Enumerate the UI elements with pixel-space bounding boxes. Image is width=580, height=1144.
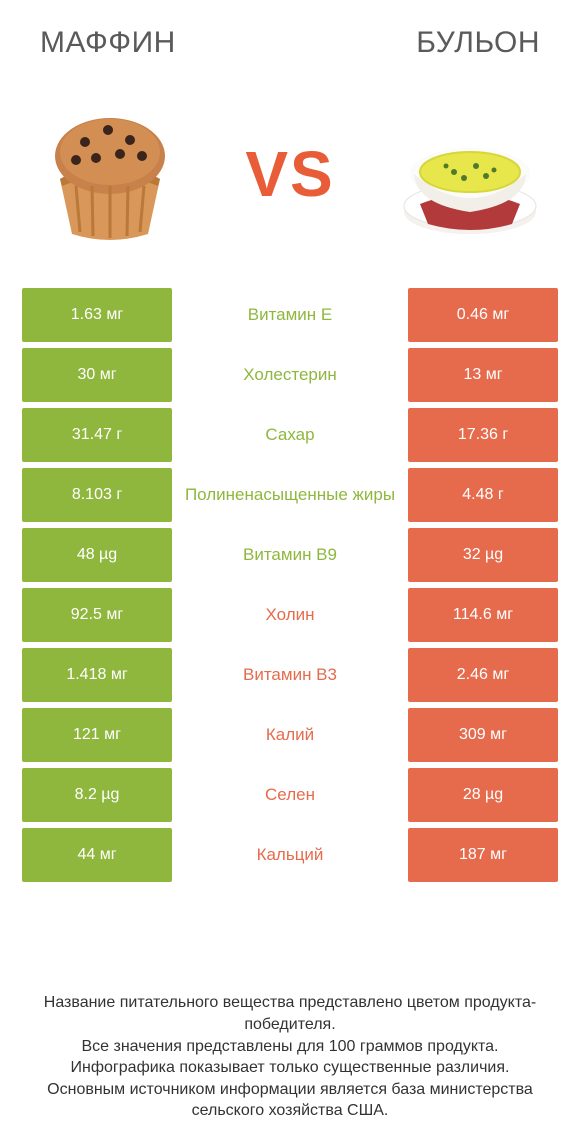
nutrient-label: Витамин B3 [172,648,408,702]
right-value: 114.6 мг [408,588,558,642]
table-row: 92.5 мгХолин114.6 мг [22,588,558,642]
left-value: 8.2 µg [22,768,172,822]
right-value: 4.48 г [408,468,558,522]
nutrient-label: Сахар [172,408,408,462]
nutrient-label: Селен [172,768,408,822]
left-value: 31.47 г [22,408,172,462]
right-value: 17.36 г [408,408,558,462]
page: МАФФИН БУЛЬОН VS [0,0,580,1144]
table-row: 1.63 мгВитамин E0.46 мг [22,288,558,342]
nutrient-label: Калий [172,708,408,762]
vs-label: VS [245,137,334,211]
nutrient-label: Витамин E [172,288,408,342]
titles-row: МАФФИН БУЛЬОН [22,20,558,60]
left-value: 30 мг [22,348,172,402]
table-row: 8.2 µgСелен28 µg [22,768,558,822]
broth-icon [390,94,550,254]
left-value: 1.63 мг [22,288,172,342]
table-row: 121 мгКалий309 мг [22,708,558,762]
table-row: 30 мгХолестерин13 мг [22,348,558,402]
muffin-icon [30,94,190,254]
left-value: 48 µg [22,528,172,582]
table-row: 1.418 мгВитамин B32.46 мг [22,648,558,702]
left-value: 121 мг [22,708,172,762]
right-value: 2.46 мг [408,648,558,702]
right-value: 13 мг [408,348,558,402]
left-value: 44 мг [22,828,172,882]
nutrient-label: Полиненасыщенные жиры [172,468,408,522]
table-row: 31.47 гСахар17.36 г [22,408,558,462]
left-value: 1.418 мг [22,648,172,702]
right-value: 28 µg [408,768,558,822]
nutrient-label: Витамин B9 [172,528,408,582]
comparison-table: 1.63 мгВитамин E0.46 мг 30 мгХолестерин13… [22,288,558,882]
right-value: 187 мг [408,828,558,882]
footnote-line: Все значения представлены для 100 граммо… [30,1036,550,1058]
nutrient-label: Холестерин [172,348,408,402]
footnote-line: Инфографика показывает только существенн… [30,1057,550,1079]
footnote-line: Основным источником информации является … [30,1079,550,1122]
footnote-line: Название питательного вещества представл… [30,992,550,1035]
table-row: 48 µgВитамин B932 µg [22,528,558,582]
right-value: 32 µg [408,528,558,582]
right-food-title: БУЛЬОН [416,26,540,60]
right-value: 0.46 мг [408,288,558,342]
right-value: 309 мг [408,708,558,762]
footnote-text: Название питательного вещества представл… [22,966,558,1144]
left-value: 8.103 г [22,468,172,522]
table-row: 8.103 гПолиненасыщенные жиры4.48 г [22,468,558,522]
hero-row: VS [22,60,558,288]
nutrient-label: Холин [172,588,408,642]
left-value: 92.5 мг [22,588,172,642]
left-food-title: МАФФИН [40,26,176,60]
table-row: 44 мгКальций187 мг [22,828,558,882]
nutrient-label: Кальций [172,828,408,882]
